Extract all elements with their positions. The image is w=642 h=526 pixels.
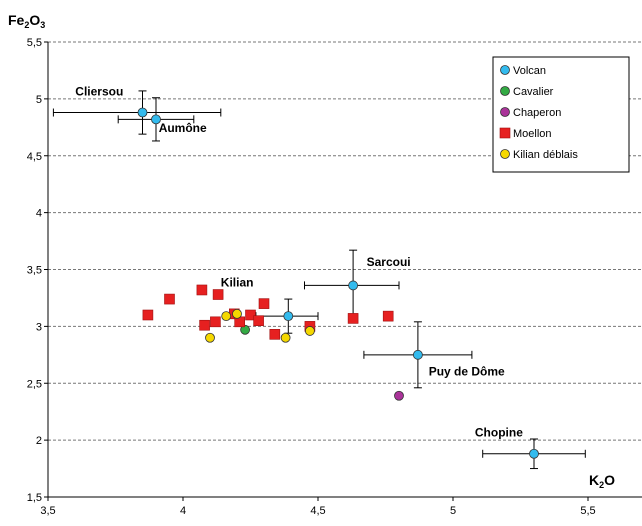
y-tick-label: 1,5 — [27, 492, 42, 504]
kilian-d-blais-point — [232, 308, 242, 319]
kilian-d-blais-point — [280, 332, 291, 343]
chaperon-point — [394, 390, 404, 401]
x-ticks: 3,5 4 4,5 5 5,5 — [40, 497, 596, 517]
y-axis-title: Fe2O3 — [8, 12, 45, 30]
kilian-d-blais-point — [205, 332, 215, 343]
x-tick-label: 3,5 — [40, 505, 55, 517]
legend-box — [492, 56, 630, 173]
annotation-label: Aumône — [159, 121, 207, 135]
cavalier-point — [240, 324, 251, 335]
volcan-point — [529, 448, 539, 459]
volcan-point — [412, 349, 423, 360]
moellon-point — [212, 289, 224, 300]
moellon-point — [258, 298, 270, 309]
legend-label: Volcan — [513, 65, 546, 77]
moellon-point — [142, 309, 154, 321]
y-ticks: 1,5 2 2,5 3 3,5 4 4,5 5 5,5 — [27, 37, 48, 504]
kilian-d-blais-point — [221, 311, 232, 322]
data-points — [137, 107, 539, 459]
moellon-point — [199, 319, 210, 331]
y-tick-label: 5 — [36, 94, 42, 106]
moellon-point — [245, 309, 256, 321]
moellon-point — [196, 284, 208, 296]
x-tick-label: 4 — [180, 505, 186, 517]
moellon-point — [347, 313, 359, 324]
annotations: Cliersou Aumône Kilian Sarcoui Puy de Dôme Ch… — [75, 84, 523, 439]
volcan-point — [151, 114, 161, 125]
moellon-point — [382, 310, 394, 322]
annotation-label: Sarcoui — [367, 255, 411, 269]
moellon-point — [210, 316, 221, 328]
volcan-point — [137, 107, 148, 118]
y-tick-label: 4 — [36, 208, 42, 220]
annotation-label: Puy de Dôme — [429, 364, 505, 378]
y-tick-label: 3 — [36, 321, 42, 333]
y-tick-label: 3,5 — [27, 265, 42, 277]
y-tick-label: 2,5 — [27, 378, 42, 390]
x-tick-label: 4,5 — [310, 505, 325, 517]
moellon-point — [253, 315, 264, 326]
legend-marker — [499, 127, 511, 139]
legend: Volcan Cavalier Chaperon Moellon Kilian débl… — [492, 56, 630, 173]
annotation-label: Cliersou — [75, 84, 123, 98]
x-axis-title: K2O — [589, 472, 615, 490]
volcan-point — [283, 311, 294, 322]
annotation-label: Kilian — [221, 276, 254, 290]
y-tick-label: 2 — [36, 435, 42, 447]
legend-marker — [500, 107, 510, 117]
legend-label: Kilian déblais — [513, 149, 578, 161]
moellon-point — [164, 293, 175, 305]
y-tick-label: 4,5 — [27, 151, 42, 163]
legend-label: Cavalier — [513, 86, 554, 98]
legend-marker — [500, 149, 510, 159]
x-tick-label: 5,5 — [580, 505, 595, 517]
annotation-label: Chopine — [475, 426, 523, 440]
legend-marker — [500, 65, 510, 75]
x-tick-label: 5 — [450, 505, 456, 517]
kilian-d-blais-point — [304, 326, 315, 336]
legend-marker — [500, 86, 510, 96]
legend-label: Chaperon — [513, 107, 561, 119]
legend-label: Moellon — [513, 128, 552, 140]
moellon-point — [269, 329, 281, 340]
y-tick-label: 5,5 — [27, 37, 42, 49]
volcan-point — [348, 280, 359, 291]
